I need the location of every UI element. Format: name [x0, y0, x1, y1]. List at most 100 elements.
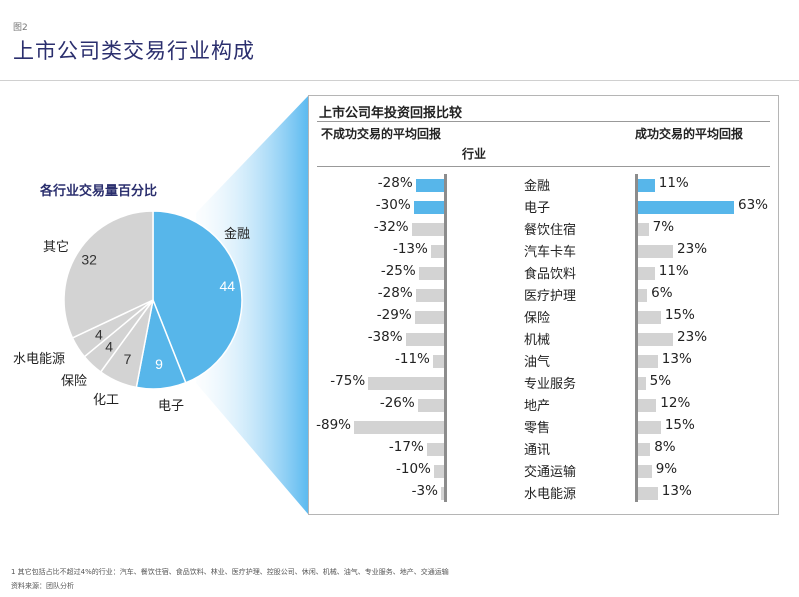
source-note: 资料来源：团队分析: [11, 582, 74, 590]
success-return-value: 6%: [651, 285, 673, 301]
industry-name: 地产: [524, 399, 551, 414]
pie-slice: [152, 210, 243, 384]
failed-return-value: -75%: [330, 373, 366, 389]
pie-value-label: 44: [220, 278, 236, 294]
industry-row: -28% 金融 11%: [309, 174, 778, 194]
failed-return-value: -10%: [396, 461, 431, 477]
failed-return-value: -3%: [411, 483, 438, 499]
pie-slice: [63, 210, 154, 339]
success-return-value: 23%: [677, 329, 708, 345]
industry-name: 食品饮料: [524, 267, 577, 282]
industry-name: 金融: [524, 179, 551, 194]
industry-name: 油气: [524, 355, 551, 370]
success-return-value: 13%: [661, 483, 692, 499]
failed-return-bar: [368, 377, 444, 390]
failed-axis-line: [444, 174, 447, 502]
success-return-bar: [638, 245, 674, 258]
industry-row: -26% 地产 12%: [309, 394, 778, 414]
failed-return-bar: [433, 465, 444, 478]
success-return-bar: [638, 267, 655, 280]
success-return-value: 7%: [652, 219, 675, 235]
pie-category-label: 保险: [61, 374, 88, 389]
industry-row: -32% 餐饮住宿 7%: [309, 218, 778, 238]
pie-category-label: 化工: [93, 393, 120, 408]
pie-category-label: 电子: [158, 399, 185, 414]
industry-row: -29% 保险 15%: [309, 306, 778, 326]
industry-name: 汽车卡车: [524, 245, 577, 260]
failed-return-value: -28%: [377, 175, 413, 191]
success-return-bar: [638, 487, 658, 500]
failed-return-value: -32%: [373, 219, 409, 235]
industry-header: 行业: [462, 147, 487, 161]
failed-return-value: -38%: [367, 329, 403, 345]
industry-row: -10% 交通运输 9%: [309, 460, 778, 480]
industry-name: 交通运输: [524, 465, 577, 480]
pie-value-label: 7: [124, 351, 132, 367]
pie-category-label: 金融: [224, 227, 251, 242]
success-return-value: 11%: [658, 263, 689, 279]
industry-name: 机械: [524, 333, 551, 348]
failed-return-bar: [415, 289, 444, 302]
failed-return-bar: [411, 223, 444, 236]
pie-title: 各行业交易量百分比: [40, 184, 158, 199]
failed-return-bar: [414, 311, 444, 324]
failed-return-bar: [430, 245, 444, 258]
industry-name: 餐饮住宿: [524, 223, 577, 238]
industry-row: -28% 医疗护理 6%: [309, 284, 778, 304]
industry-name: 零售: [524, 421, 551, 436]
industry-row: -11% 油气 13%: [309, 350, 778, 370]
success-return-bar: [638, 355, 658, 368]
failed-return-value: -13%: [392, 241, 428, 257]
success-return-value: 5%: [649, 373, 672, 389]
success-return-bar: [638, 399, 657, 412]
success-return-value: 15%: [664, 307, 695, 323]
industry-name: 专业服务: [524, 377, 577, 392]
failed-return-value: -28%: [377, 285, 413, 301]
success-return-bar: [638, 421, 661, 434]
industry-row: -13% 汽车卡车 23%: [309, 240, 778, 260]
failed-return-value: -89%: [316, 417, 351, 433]
returns-comparison-panel: 上市公司年投资回报比较 不成功交易的平均回报 行业 成功交易的平均回报 -28%…: [308, 95, 779, 515]
failed-return-value: -17%: [388, 439, 424, 455]
industry-name: 水电能源: [524, 487, 577, 502]
figure-label: 图2: [13, 23, 28, 33]
success-return-bar: [638, 465, 652, 478]
success-return-value: 13%: [661, 351, 692, 367]
failed-return-bar: [413, 201, 444, 214]
page-title: 上市公司类交易行业构成: [13, 39, 255, 63]
success-return-bar: [638, 333, 674, 346]
failed-return-bar: [417, 399, 444, 412]
failed-return-value: -29%: [376, 307, 412, 323]
failed-return-bar: [440, 487, 444, 500]
industry-row: -17% 通讯 8%: [309, 438, 778, 458]
panel-title: 上市公司年投资回报比较: [319, 106, 463, 121]
industry-name: 保险: [524, 311, 551, 326]
panel-title-rule: [317, 121, 770, 122]
failed-return-bar: [418, 267, 444, 280]
pie-value-label: 32: [81, 251, 97, 267]
success-return-bar: [638, 443, 651, 456]
success-return-value: 23%: [677, 241, 708, 257]
failed-return-value: -30%: [375, 197, 411, 213]
success-return-bar: [638, 311, 661, 324]
failed-return-bar: [415, 179, 444, 192]
industry-row: -30% 电子 63%: [309, 196, 778, 216]
pie-value-label: 4: [95, 326, 103, 342]
industry-row: -75% 专业服务 5%: [309, 372, 778, 392]
industry-row: -38% 机械 23%: [309, 328, 778, 348]
failed-return-bar: [426, 443, 444, 456]
success-return-bar: [638, 377, 646, 390]
pie-value-label: 4: [105, 339, 113, 355]
industry-row: -3% 水电能源 13%: [309, 482, 778, 502]
failed-return-bar: [432, 355, 444, 368]
industry-row: -25% 食品饮料 11%: [309, 262, 778, 282]
success-return-value: 12%: [660, 395, 691, 411]
industry-name: 通讯: [524, 443, 551, 458]
failed-deal-return-header: 不成功交易的平均回报: [321, 127, 442, 141]
successful-deal-return-header: 成功交易的平均回报: [635, 127, 744, 141]
failed-return-bar: [405, 333, 444, 346]
industry-name: 电子: [524, 201, 551, 216]
success-return-value: 8%: [654, 439, 676, 455]
failed-return-value: -11%: [395, 351, 430, 367]
title-divider: [0, 80, 799, 81]
